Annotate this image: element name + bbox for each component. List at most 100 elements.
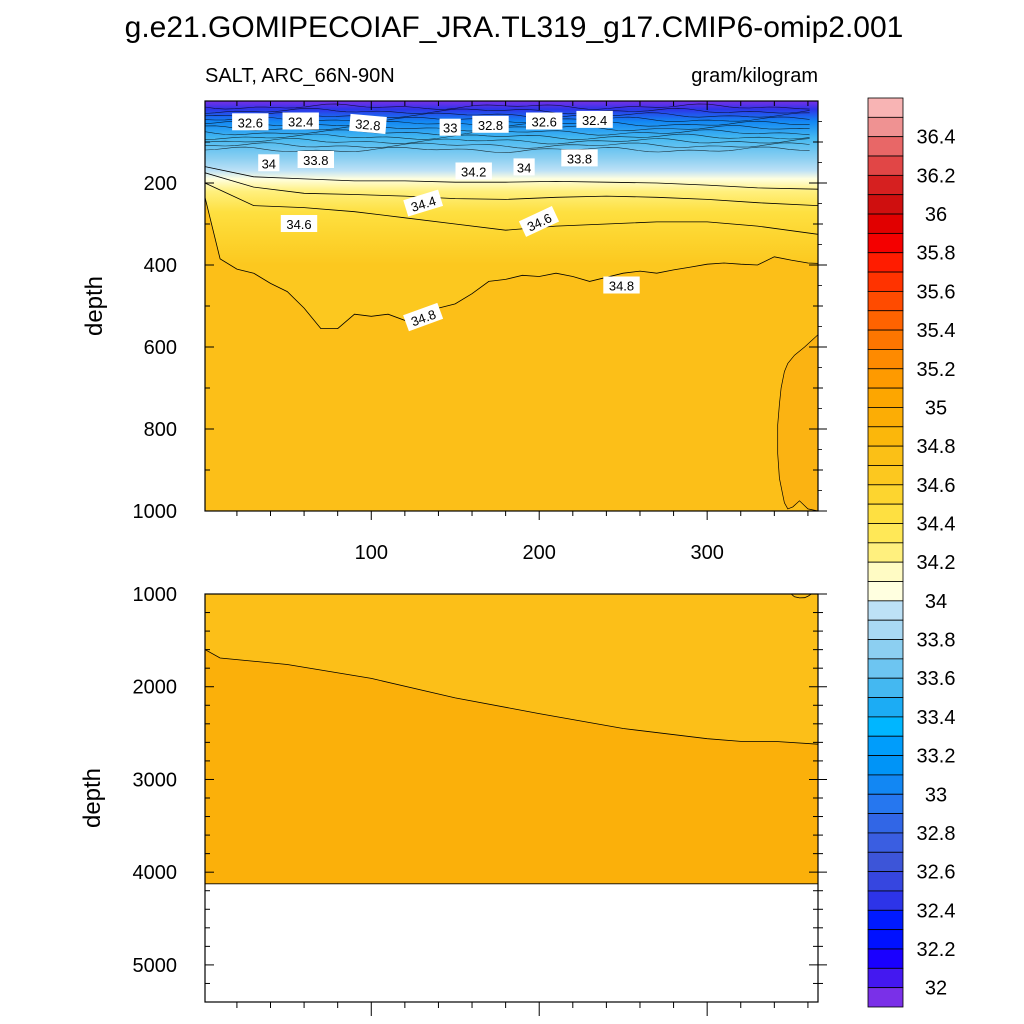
contour-label: 34.8 [603, 276, 640, 294]
contour-label-text: 32.6 [238, 115, 263, 130]
contour-label-text: 33.8 [567, 151, 592, 166]
colorbar-box [867, 407, 904, 428]
colorbar-label: 32.8 [917, 823, 956, 845]
contour-label: 34 [513, 158, 535, 176]
colorbar-box [867, 290, 904, 312]
colorbar-box [867, 368, 904, 389]
colorbar-box [867, 793, 904, 815]
isoline-34-6 [205, 182, 818, 235]
contour-label: 34.4 [403, 189, 444, 217]
contour-label-text: 32.6 [532, 115, 557, 130]
lower-deep-salinity-region [205, 649, 818, 885]
x-tick-label: 100 [355, 542, 388, 564]
contour-label: 32.6 [232, 113, 269, 131]
colorbar-box [867, 677, 904, 698]
contour-label: 32.4 [282, 112, 319, 130]
colorbar-box [867, 349, 904, 370]
isoline-34-4 [205, 172, 818, 206]
colorbar-box [867, 561, 904, 582]
y-tick-label: 1000 [133, 501, 178, 523]
contour-label: 32.6 [526, 112, 563, 130]
colorbar-box [867, 252, 904, 273]
colorbar-labels: 36.4 36.2 36 35.8 35.6 35.4 35.2 35 34.8 34.6 34.4… [917, 127, 956, 1000]
colorbar-label: 33.2 [917, 746, 956, 768]
colorbar-box [867, 426, 904, 447]
upper-panel: 32.6 32.4 32.8 33 32.8 32.6 32.4 34 33.8 34.2 34 33… [81, 100, 827, 564]
colorbar-box [867, 871, 904, 892]
colorbar-box [867, 948, 904, 969]
contour-label-text: 32.8 [478, 118, 503, 133]
colorbar-box [867, 851, 904, 873]
lower-panel: 1000 2000 3000 4000 5000 depth [79, 584, 827, 1016]
contour-label-text: 32.4 [288, 115, 313, 130]
isoline-33-4 [205, 133, 810, 140]
contour-label-text: 34 [262, 156, 276, 171]
colorbar-box [867, 581, 904, 602]
colorbar-box [867, 503, 904, 524]
y-tick-label: 5000 [133, 955, 178, 977]
contour-label-text: 34.4 [409, 193, 438, 215]
colorbar-label: 34 [925, 591, 947, 613]
colorbar-box [867, 832, 904, 853]
x-tick-label: 300 [690, 542, 723, 564]
colorbar-label: 33.4 [917, 707, 956, 729]
colorbar-label: 36.4 [917, 127, 956, 149]
isoline-34-2 [205, 166, 818, 190]
colorbar-label: 32.6 [917, 862, 956, 884]
colorbar-label: 33 [925, 784, 947, 806]
colorbar-label: 33.6 [917, 668, 956, 690]
y-tick-label: 2000 [133, 677, 178, 699]
contour-label: 32.8 [472, 115, 509, 133]
colorbar-box [867, 155, 904, 176]
colorbar-box [867, 755, 904, 776]
colorbar-label: 36.2 [917, 165, 956, 187]
colorbar-box [867, 194, 904, 215]
colorbar-label: 35.8 [917, 243, 956, 265]
colorbar-label: 35.6 [917, 281, 956, 303]
y-tick-label: 3000 [133, 769, 178, 791]
colorbar-box [867, 232, 904, 254]
colorbar-box [867, 445, 904, 466]
colorbar-label: 36 [925, 204, 947, 226]
colorbar-label: 34.4 [917, 514, 956, 536]
colorbar-box [867, 523, 904, 544]
y-tick-label: 1000 [133, 584, 178, 606]
units-subtitle: gram/kilogram [691, 65, 818, 87]
colorbar-box [867, 387, 904, 408]
isoline-33-6 [205, 138, 810, 145]
colorbar-box [867, 174, 904, 196]
contour-label: 34.6 [280, 215, 318, 232]
upper-ticks: 200 400 600 800 1000 100 200 300 [133, 101, 827, 564]
colorbar-box [867, 813, 904, 834]
lower-ticks: 1000 2000 3000 4000 5000 [133, 584, 827, 1016]
colorbar-box [867, 716, 904, 737]
colorbar-label: 35.4 [917, 320, 956, 342]
contour-label-text: 34 [517, 160, 531, 175]
colorbar-box [867, 116, 904, 138]
lower-y-axis-label: depth [79, 768, 106, 828]
isoline-33-8 [205, 142, 810, 149]
colorbar-label: 32.4 [917, 900, 956, 922]
x-tick-label: 200 [523, 542, 556, 564]
contour-label-text: 34.8 [609, 279, 634, 294]
y-tick-label: 400 [144, 255, 177, 277]
upper-y-axis-label: depth [81, 276, 108, 336]
contour-label-text: 32.8 [355, 116, 382, 133]
contour-label-text: 33.8 [303, 153, 328, 168]
figure-title: g.e21.GOMIPECOIAF_JRA.TL319_g17.CMIP6-om… [125, 11, 904, 44]
colorbar-label: 34.6 [917, 475, 956, 497]
contour-label: 32.4 [576, 110, 613, 128]
colorbar-box [867, 213, 904, 234]
colorbar-label: 35 [925, 397, 947, 419]
colorbar-box [867, 890, 904, 911]
east-deep-salinity-region [777, 334, 818, 511]
colorbar-box [867, 909, 904, 931]
colorbar-box [867, 271, 904, 292]
y-tick-label: 600 [144, 337, 177, 359]
colorbar-label: 33.8 [917, 630, 956, 652]
colorbar-label: 32.2 [917, 939, 956, 961]
contour-label-text: 34.2 [461, 165, 486, 180]
colorbar-box [867, 774, 904, 795]
colorbar-label: 35.2 [917, 359, 956, 381]
